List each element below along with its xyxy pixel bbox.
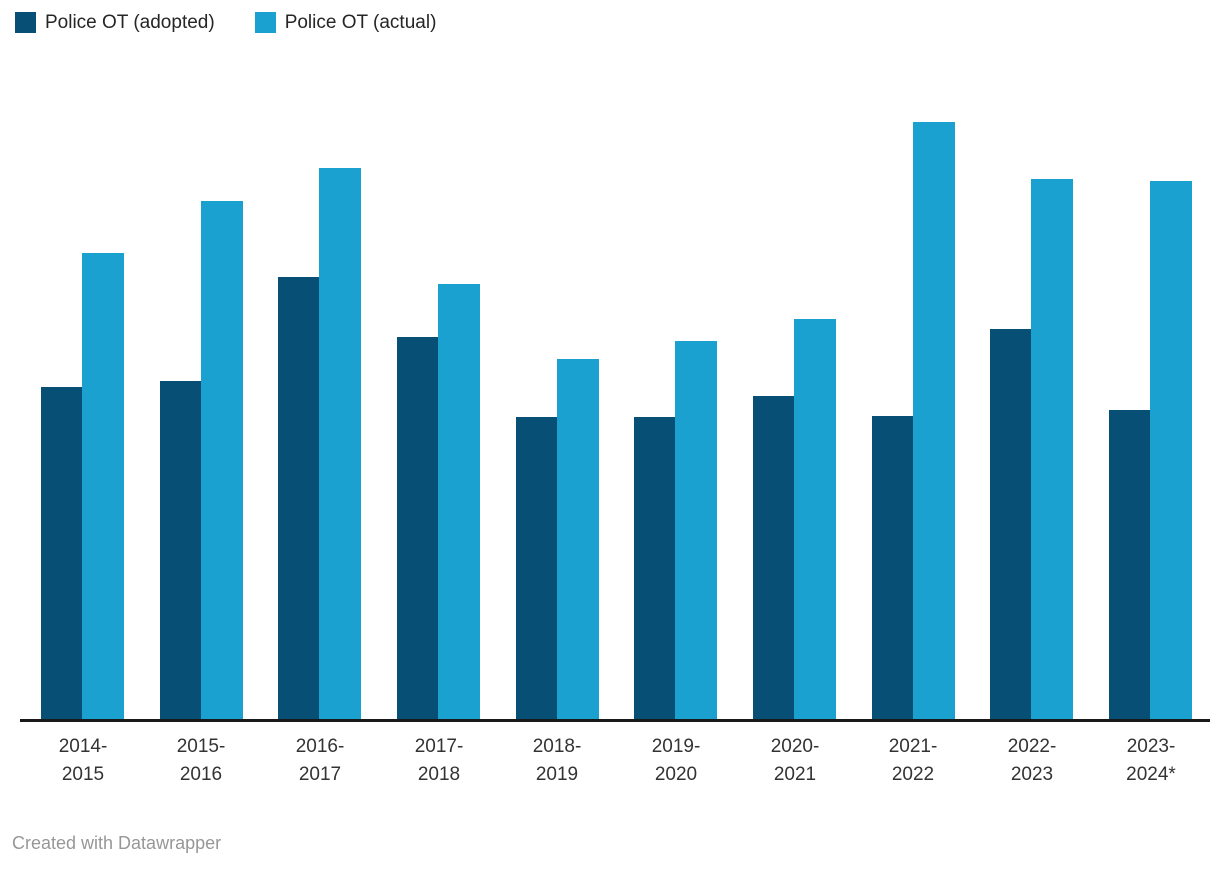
x-axis-label-2017-2018: 2017- 2018 xyxy=(414,736,464,785)
bar-adopted-2018-2019[interactable] xyxy=(516,417,557,720)
legend-swatch-actual-icon xyxy=(254,12,276,33)
bar-adopted-2017-2018[interactable] xyxy=(397,337,438,720)
x-axis-label-2018-2019: 2018- 2019 xyxy=(532,736,582,785)
x-axis-label-2014-2015: 2014- 2015 xyxy=(58,736,108,785)
bar-adopted-2016-2017[interactable] xyxy=(278,277,319,720)
datawrapper-credit-link[interactable]: Created with Datawrapper xyxy=(12,833,222,853)
x-axis-label-2015-2016: 2015- 2016 xyxy=(176,736,226,785)
bar-actual-2015-2016[interactable] xyxy=(201,201,243,720)
chart-legend: Police OT (adopted) Police OT (actual) xyxy=(15,12,436,33)
bar-actual-2019-2020[interactable] xyxy=(675,341,717,720)
bar-actual-2021-2022[interactable] xyxy=(913,122,955,720)
x-axis-label-2023-2024*: 2023- 2024* xyxy=(1126,736,1176,785)
bar-adopted-2021-2022[interactable] xyxy=(872,416,913,720)
bar-adopted-2015-2016[interactable] xyxy=(160,381,201,720)
x-axis-line xyxy=(20,719,1210,722)
x-axis-label-2020-2021: 2020- 2021 xyxy=(770,736,820,785)
bar-adopted-2023-2024*[interactable] xyxy=(1109,410,1150,720)
bar-adopted-2019-2020[interactable] xyxy=(634,417,675,720)
bar-actual-2023-2024*[interactable] xyxy=(1150,181,1192,720)
bar-adopted-2014-2015[interactable] xyxy=(41,387,82,720)
x-axis-label-2016-2017: 2016- 2017 xyxy=(295,736,345,785)
legend-item-actual: Police OT (actual) xyxy=(254,12,437,33)
bar-actual-2022-2023[interactable] xyxy=(1031,179,1073,720)
legend-item-adopted: Police OT (adopted) xyxy=(15,12,215,33)
x-axis-label-2021-2022: 2021- 2022 xyxy=(888,736,938,785)
x-axis-label-2022-2023: 2022- 2023 xyxy=(1007,736,1057,785)
legend-swatch-adopted-icon xyxy=(15,12,36,33)
legend-label-adopted: Police OT (adopted) xyxy=(45,12,215,33)
bar-actual-2020-2021[interactable] xyxy=(794,319,836,720)
bar-actual-2017-2018[interactable] xyxy=(438,284,480,720)
legend-label-actual: Police OT (actual) xyxy=(284,12,437,33)
bar-adopted-2020-2021[interactable] xyxy=(753,396,794,720)
bar-actual-2016-2017[interactable] xyxy=(319,168,361,720)
bar-actual-2014-2015[interactable] xyxy=(82,253,124,720)
bar-adopted-2022-2023[interactable] xyxy=(990,329,1031,720)
x-axis-label-2019-2020: 2019- 2020 xyxy=(651,736,701,785)
bar-actual-2018-2019[interactable] xyxy=(557,359,599,720)
